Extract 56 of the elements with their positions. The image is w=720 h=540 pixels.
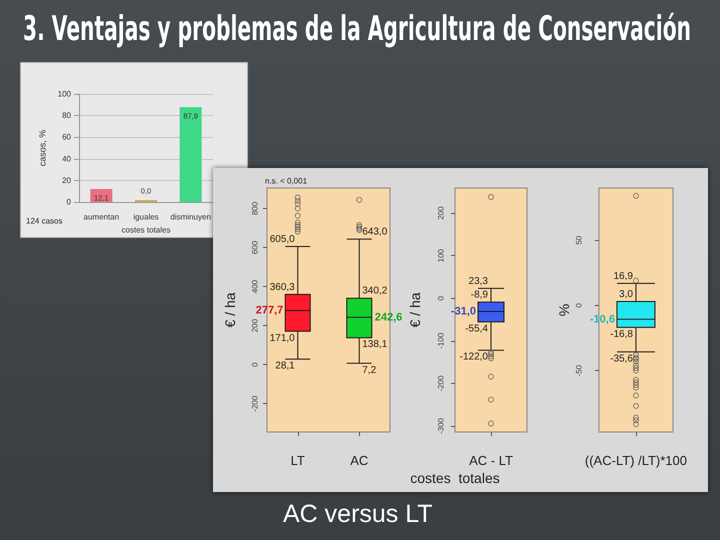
annotation: -122,0 [460, 352, 488, 363]
x-tick-label: disminuyen [170, 212, 211, 222]
annotation: 138,1 [362, 339, 388, 350]
y-tick-label: 0 [250, 362, 260, 367]
y-tick-label: 60 [62, 132, 72, 142]
text: 3. Ventajas y problemas de la Agricultura de Conservación [23, 9, 692, 49]
y-tick-label: 200 [436, 206, 446, 220]
annotation: 23,3 [468, 276, 488, 287]
y-tick-label: 0 [66, 198, 72, 207]
x-tick-label: AC [350, 453, 368, 468]
y-axis-title: % [556, 304, 572, 316]
y-axis-title: € / ha [222, 292, 238, 328]
annotation: 7,2 [362, 364, 377, 376]
annotation: -8,9 [470, 290, 488, 301]
annotation: 3,0 [619, 289, 634, 300]
y-tick-label: 600 [250, 240, 260, 254]
y-tick-label: 800 [250, 201, 260, 216]
y-tick-label: 20 [62, 176, 72, 185]
annotation: 340,2 [362, 286, 388, 297]
x-tick-label: LT [290, 453, 305, 468]
y-tick-label: -50 [574, 364, 584, 376]
annotation: 360,3 [270, 282, 296, 293]
y-tick-label: 0 [436, 296, 446, 301]
annotation: 28,1 [275, 360, 296, 372]
y-tick-label: 200 [250, 318, 260, 332]
x-tick-label: ((AC-LT) /LT)*100 [584, 453, 687, 468]
y-tick-label: 40 [62, 154, 72, 164]
y-tick-label: 100 [58, 90, 72, 98]
x-tick-label: aumentan [84, 212, 120, 222]
y-tick-label: 400 [250, 279, 260, 294]
annotation: 171,0 [270, 332, 296, 344]
text: 124 casos [26, 216, 62, 226]
y-axis-title: casos, % [37, 130, 48, 166]
annotation: -35,6 [610, 353, 634, 364]
text: n.s. < 0,001 [265, 176, 308, 186]
y-tick-label: 100 [436, 248, 446, 262]
y-tick-label: 80 [62, 111, 72, 120]
y-tick-label: 0 [574, 302, 584, 308]
annotation: 605,0 [270, 234, 296, 246]
y-tick-label: 50 [574, 235, 584, 245]
y-axis-title: € / ha [407, 292, 423, 328]
y-tick-label: -200 [436, 374, 446, 392]
annotation: -10,6 [590, 313, 615, 326]
y-tick-label: -100 [436, 332, 446, 349]
x-tick-label: iguales [133, 212, 159, 222]
x-axis-title: costes totales [410, 470, 500, 486]
y-tick-label: -200 [250, 395, 260, 412]
x-tick-label: AC - LT [469, 453, 513, 468]
annotation: -55,4 [465, 323, 488, 334]
text: AC versus LT [283, 500, 433, 529]
y-tick-label: -300 [436, 417, 446, 434]
annotation: 242,6 [374, 311, 402, 324]
x-axis-title: costes totales [122, 226, 170, 234]
annotation: -16,8 [610, 328, 634, 340]
annotation: 643,0 [362, 226, 388, 238]
annotation: 16,9 [613, 270, 634, 282]
